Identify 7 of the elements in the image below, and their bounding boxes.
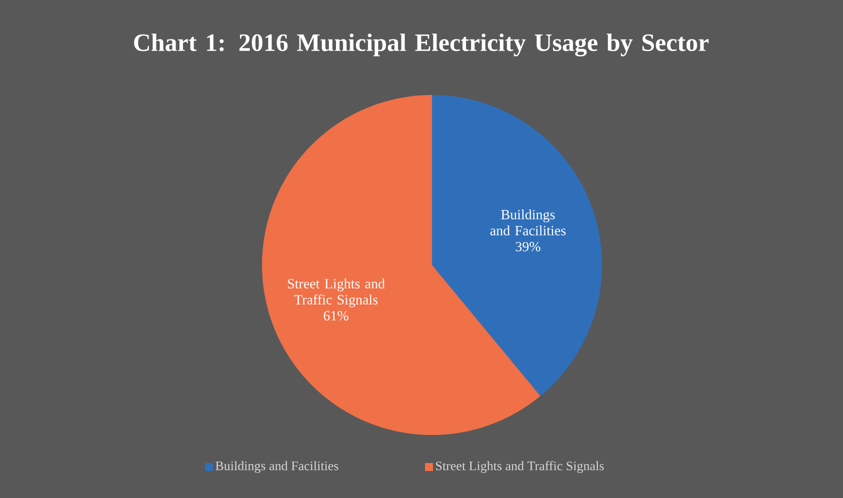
data-label: 61% xyxy=(324,310,348,320)
legend-label: Buildings and Facilities xyxy=(216,461,338,473)
chart-title: Chart 1: 2016 Municipal Electricity Usage by Sector xyxy=(134,34,709,56)
slice-label: Buildings and Facilities xyxy=(490,209,566,236)
slice-label: Street Lights and Traffic Signals xyxy=(288,278,385,308)
data-label: 39% xyxy=(516,242,540,252)
legend-label: Street Lights and Traffic Signals xyxy=(436,461,604,473)
